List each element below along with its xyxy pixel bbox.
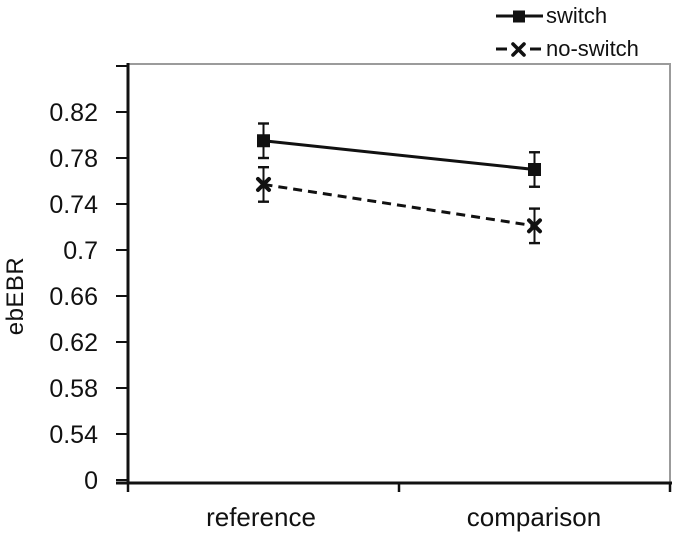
legend-item-switch: switch (496, 1, 639, 31)
marker-x (527, 218, 542, 234)
y-axis-title: ebEBR (2, 256, 29, 336)
legend: switch no-switch (496, 1, 639, 64)
y-tick-label: 0.54 (49, 421, 98, 449)
series-line-no-switch (263, 182, 535, 228)
switch-series-icon (496, 10, 543, 23)
y-tick-label: 0.62 (49, 329, 98, 357)
no-switch-series-icon (496, 42, 541, 57)
y-tick-label: 0.74 (49, 191, 98, 219)
y-tick-label: 0.58 (49, 375, 98, 403)
y-tick-label: 0.82 (49, 99, 98, 127)
marker-x (256, 176, 271, 192)
series-line-switch (263, 139, 535, 171)
y-tick-label: 0.78 (49, 145, 98, 173)
y-tick-label: 0.7 (63, 237, 98, 265)
x-tick-label-comparison: comparison (466, 502, 602, 532)
legend-label-no-switch: no-switch (546, 36, 639, 61)
legend-label-switch: switch (546, 3, 608, 28)
y-tick-label: 0.66 (49, 283, 98, 311)
x-tick-label-reference: reference (206, 502, 316, 532)
legend-item-no-switch: no-switch (496, 34, 639, 64)
marker-square (257, 134, 270, 148)
y-tick-label: 0 (84, 467, 98, 495)
marker-square (528, 163, 541, 176)
